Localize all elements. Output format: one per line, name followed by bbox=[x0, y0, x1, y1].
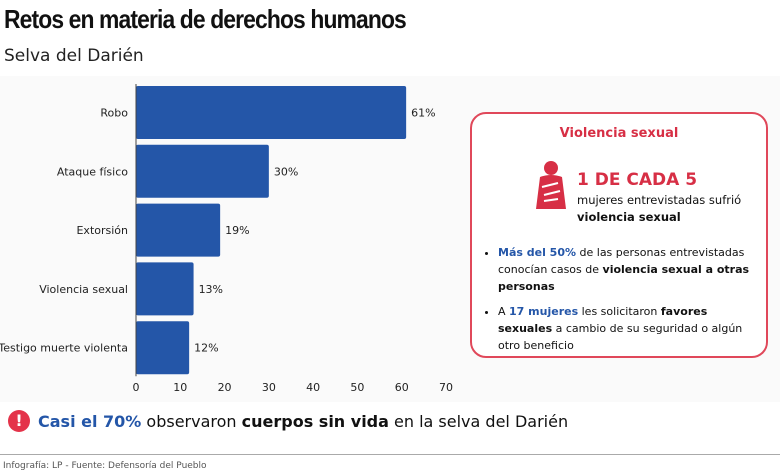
bar bbox=[136, 321, 190, 375]
data-label: 30% bbox=[274, 165, 298, 178]
data-label: 19% bbox=[225, 224, 249, 237]
info-card: Violencia sexual 1 DE CADA 5 mujeres ent… bbox=[470, 112, 768, 358]
stat-description: mujeres entrevistadas sufrió violencia se… bbox=[577, 193, 742, 224]
x-tick-label: 60 bbox=[395, 381, 409, 394]
data-label: 61% bbox=[411, 107, 435, 120]
x-tick-label: 40 bbox=[306, 381, 320, 394]
x-tick-label: 50 bbox=[350, 381, 364, 394]
callout: ! Casi el 70% observaron cuerpos sin vid… bbox=[8, 410, 568, 432]
x-tick-label: 20 bbox=[218, 381, 232, 394]
x-tick-label: 10 bbox=[173, 381, 187, 394]
x-tick-label: 30 bbox=[262, 381, 276, 394]
bar-chart: Robo 61% Ataque físico 30% Extorsión 19% Viole… bbox=[0, 84, 453, 394]
woman-covering-body-icon bbox=[536, 161, 566, 209]
bar bbox=[136, 144, 269, 198]
bullet-item: A 17 mujeres les solicitaron favores sex… bbox=[498, 303, 763, 354]
x-tick-label: 70 bbox=[439, 381, 453, 394]
bar bbox=[136, 203, 221, 257]
stat-headline: 1 DE CADA 5 bbox=[577, 170, 698, 190]
category-label: Ataque físico bbox=[57, 165, 128, 178]
x-tick-label: 0 bbox=[133, 381, 140, 394]
bullet-list: Más del 50% de las personas entrevistada… bbox=[482, 244, 763, 362]
bullet-item: Más del 50% de las personas entrevistada… bbox=[498, 244, 763, 295]
data-label: 12% bbox=[194, 342, 218, 355]
bar bbox=[136, 262, 194, 316]
credit: Infografía: LP - Fuente: Defensoría del … bbox=[3, 461, 207, 471]
data-label: 13% bbox=[199, 283, 223, 296]
category-label: Violencia sexual bbox=[39, 283, 128, 296]
bar bbox=[136, 86, 407, 139]
category-label: Robo bbox=[100, 107, 128, 120]
category-label: Testigo muerte violenta bbox=[0, 342, 128, 355]
divider bbox=[0, 454, 780, 455]
card-title: Violencia sexual bbox=[559, 126, 679, 141]
exclamation-icon: ! bbox=[8, 410, 30, 432]
page-subtitle: Selva del Darién bbox=[4, 46, 144, 66]
category-label: Extorsión bbox=[76, 224, 128, 237]
page-title: Retos en materia de derechos humanos bbox=[4, 4, 407, 34]
